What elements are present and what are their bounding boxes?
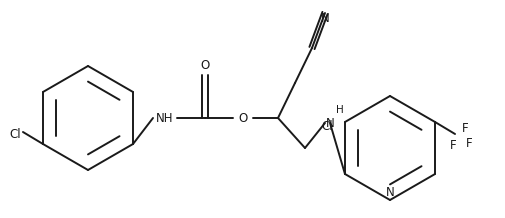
Text: Cl: Cl — [321, 121, 332, 133]
Text: F: F — [449, 140, 456, 153]
Text: O: O — [238, 111, 247, 124]
Text: N: N — [320, 12, 329, 24]
Text: H: H — [335, 105, 343, 115]
Text: Cl: Cl — [9, 128, 21, 140]
Text: O: O — [200, 58, 209, 72]
Text: F: F — [461, 123, 468, 136]
Text: N: N — [385, 186, 393, 199]
Text: NH: NH — [156, 111, 173, 124]
Text: F: F — [465, 138, 471, 150]
Text: N: N — [325, 116, 334, 129]
